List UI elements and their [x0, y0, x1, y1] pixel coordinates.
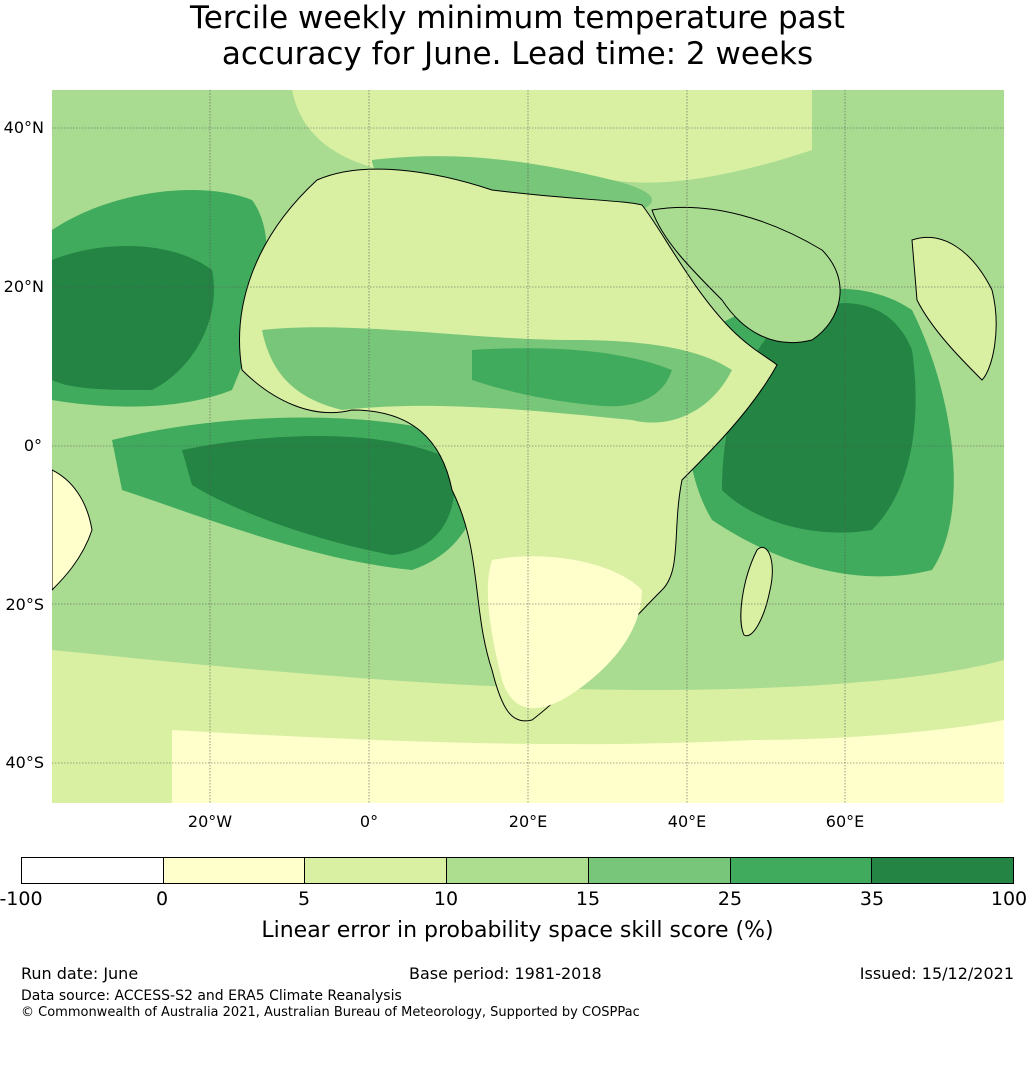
lat-label-equator: 0° [23, 436, 42, 455]
colorbar-segment-7 [872, 858, 1014, 883]
colorbar-tick-2: 0 [155, 888, 169, 910]
region-mediterranean [372, 156, 652, 210]
colorbar-segment-4 [447, 858, 589, 883]
title-line-1: Tercile weekly minimum temperature past [190, 0, 845, 36]
region-madagascar [740, 547, 773, 637]
region-south-america [52, 469, 93, 591]
region-arabia [651, 206, 841, 344]
lon-label-20e: 20°E [508, 812, 548, 831]
colorbar-segment-6 [730, 858, 873, 883]
colorbar-tick-7: 35 [859, 888, 885, 910]
title-line-2: accuracy for June. Lead time: 2 weeks [221, 36, 814, 72]
colorbar-segment-1 [22, 858, 164, 883]
colorbar-label: Linear error in probability space skill … [261, 918, 774, 943]
lon-label-0: 0° [359, 812, 379, 831]
skill-score-map [52, 90, 1004, 803]
colorbar-segment-3 [305, 858, 448, 883]
run-date: Run date: June [21, 964, 139, 983]
lon-label-40e: 40°E [667, 812, 707, 831]
colorbar-segment-2 [163, 858, 306, 883]
region-africa [239, 168, 778, 722]
data-source: Data source: ACCESS-S2 and ERA5 Climate … [21, 988, 402, 1004]
colorbar [21, 857, 1014, 884]
lat-label-20s: 20°S [5, 595, 44, 614]
colorbar-tick-6: 25 [717, 888, 743, 910]
copyright: © Commonwealth of Australia 2021, Austra… [21, 1005, 640, 1020]
lat-label-40s: 40°S [5, 753, 44, 772]
region-equatorial-atlantic-core [182, 436, 455, 555]
lon-label-60e: 60°E [825, 812, 865, 831]
colorbar-tick-5: 15 [575, 888, 601, 910]
region-southern-ocean-far [172, 720, 1004, 803]
issued-date: Issued: 15/12/2021 [859, 964, 1014, 983]
colorbar-tick-1: -100 [0, 888, 43, 910]
base-period: Base period: 1981-2018 [409, 964, 602, 983]
lat-label-20n: 20°N [3, 277, 44, 296]
map-title: Tercile weekly minimum temperature past … [0, 0, 1035, 72]
map-canvas [52, 90, 1004, 803]
region-north-atlantic-core [52, 246, 214, 390]
graticule [52, 90, 1004, 803]
colorbar-tick-8: 100 [990, 888, 1028, 910]
lat-label-40n: 40°N [3, 118, 44, 137]
region-sahel-core [472, 348, 672, 407]
region-southern-africa [487, 556, 642, 709]
lon-label-20w: 20°W [187, 812, 233, 831]
colorbar-segment-5 [588, 858, 731, 883]
colorbar-tick-3: 5 [297, 888, 311, 910]
region-india [911, 236, 997, 381]
colorbar-tick-4: 10 [433, 888, 459, 910]
